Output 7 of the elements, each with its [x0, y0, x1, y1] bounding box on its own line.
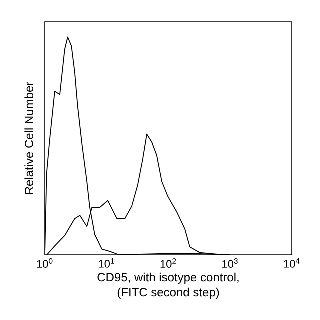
x-tick-label: 10$^{4}$ — [284, 258, 300, 268]
x-tick-label: 10$^{2}$ — [160, 258, 176, 268]
y-axis-title: Relative Cell Number — [24, 82, 34, 194]
x-axis-title: CD95, with isotype control, (FITC second step) — [98, 272, 239, 300]
x-tick-label: 10$^{1}$ — [99, 258, 114, 268]
x-tick-label: 10$^{0}$ — [37, 258, 53, 268]
x-tick-label: 10$^{3}$ — [222, 258, 238, 268]
